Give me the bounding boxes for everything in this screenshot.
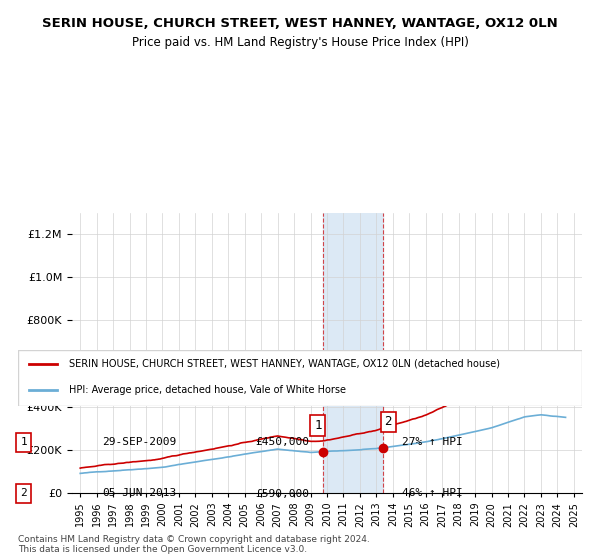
Bar bbox=[323, 213, 383, 493]
Text: Price paid vs. HM Land Registry's House Price Index (HPI): Price paid vs. HM Land Registry's House … bbox=[131, 36, 469, 49]
Text: SERIN HOUSE, CHURCH STREET, WEST HANNEY, WANTAGE, OX12 0LN: SERIN HOUSE, CHURCH STREET, WEST HANNEY,… bbox=[42, 17, 558, 30]
Text: 1: 1 bbox=[314, 419, 322, 432]
Text: SERIN HOUSE, CHURCH STREET, WEST HANNEY, WANTAGE, OX12 0LN (detached house): SERIN HOUSE, CHURCH STREET, WEST HANNEY,… bbox=[69, 359, 500, 369]
Text: 46% ↑ HPI: 46% ↑ HPI bbox=[401, 488, 462, 498]
Text: £590,000: £590,000 bbox=[255, 488, 309, 498]
Text: 1: 1 bbox=[20, 437, 27, 447]
Text: HPI: Average price, detached house, Vale of White Horse: HPI: Average price, detached house, Vale… bbox=[69, 385, 346, 395]
Text: 2: 2 bbox=[20, 488, 27, 498]
Text: 2: 2 bbox=[385, 416, 392, 428]
Text: 29-SEP-2009: 29-SEP-2009 bbox=[103, 437, 177, 447]
Text: Contains HM Land Registry data © Crown copyright and database right 2024.
This d: Contains HM Land Registry data © Crown c… bbox=[18, 535, 370, 554]
Text: £450,000: £450,000 bbox=[255, 437, 309, 447]
Text: 27% ↑ HPI: 27% ↑ HPI bbox=[401, 437, 462, 447]
Text: 05-JUN-2013: 05-JUN-2013 bbox=[103, 488, 177, 498]
FancyBboxPatch shape bbox=[18, 350, 582, 406]
